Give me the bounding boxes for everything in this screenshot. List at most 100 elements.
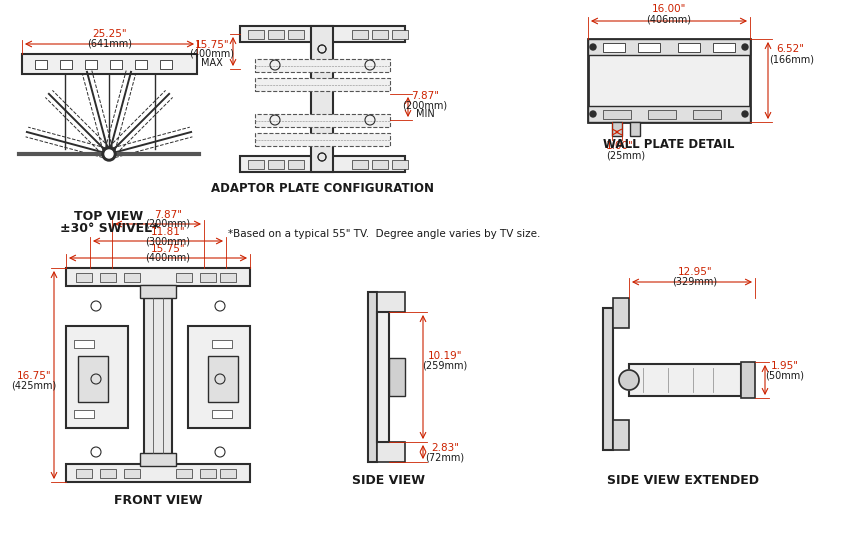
Text: 11.81": 11.81" [150,227,186,237]
Circle shape [105,150,113,158]
Text: ADAPTOR PLATE CONFIGURATION: ADAPTOR PLATE CONFIGURATION [210,182,433,195]
Bar [613,420,629,450]
Bar [352,160,368,169]
Text: (406mm): (406mm) [646,14,692,24]
Bar [188,326,250,428]
Text: (25mm): (25mm) [606,151,646,161]
Bar [392,30,408,39]
Bar [678,43,700,52]
Text: 12.95": 12.95" [678,267,712,277]
Text: (50mm): (50mm) [765,371,805,381]
Bar [255,59,390,72]
Bar [85,60,97,69]
Bar [713,43,735,52]
Text: (259mm): (259mm) [422,360,468,370]
Circle shape [590,111,596,117]
Bar [35,60,47,69]
Bar [268,160,284,169]
Bar [630,122,640,136]
Bar [248,160,264,169]
Text: MIN: MIN [416,109,434,119]
Text: MAX: MAX [201,58,223,68]
Bar [603,43,625,52]
Text: (166mm): (166mm) [770,54,815,64]
Text: 10.19": 10.19" [428,351,463,361]
Bar [74,340,94,348]
Bar [603,308,613,450]
Text: 16.75": 16.75" [17,371,51,381]
Bar [612,122,622,136]
Text: (200mm): (200mm) [145,219,191,229]
Bar [288,160,304,169]
Bar [741,362,755,398]
Bar [76,273,92,282]
Bar [176,273,192,282]
Text: (200mm): (200mm) [403,100,447,110]
Bar [255,133,390,146]
Bar [629,364,741,396]
Bar [603,110,631,119]
Bar [144,286,172,464]
Bar [200,273,216,282]
Bar [372,30,388,39]
Text: SIDE VIEW EXTENDED: SIDE VIEW EXTENDED [607,473,759,486]
Bar [22,54,197,74]
Bar [160,60,172,69]
Text: FRONT VIEW: FRONT VIEW [114,493,203,506]
Bar [248,30,264,39]
Bar [140,453,176,466]
Text: WALL PLATE DETAIL: WALL PLATE DETAIL [604,138,734,151]
Text: (425mm): (425mm) [11,381,56,391]
Bar [66,326,128,428]
Text: 15.75": 15.75" [150,244,186,254]
Bar [588,39,750,122]
Bar [200,469,216,478]
Text: 15.75": 15.75" [195,40,229,50]
Circle shape [102,147,116,161]
Bar [389,358,405,396]
Bar [377,442,405,462]
Text: ±30° SWIVEL*: ±30° SWIVEL* [60,222,158,236]
Text: (300mm): (300mm) [145,236,191,246]
Text: (329mm): (329mm) [672,276,717,286]
Bar [176,469,192,478]
Bar [220,273,236,282]
Bar [124,469,140,478]
Bar [392,160,408,169]
Text: *Based on a typical 55" TV.  Degree angle varies by TV size.: *Based on a typical 55" TV. Degree angle… [228,229,540,239]
Text: 7.87": 7.87" [154,210,182,220]
Circle shape [590,44,596,50]
Bar [268,30,284,39]
Bar [124,273,140,282]
Bar [693,110,721,119]
Bar [66,464,250,482]
Circle shape [742,111,748,117]
Bar [212,410,232,418]
Text: (641mm): (641mm) [87,39,132,49]
Text: (400mm): (400mm) [190,49,234,59]
Text: (72mm): (72mm) [426,452,464,462]
Bar [110,60,122,69]
Text: 1.95": 1.95" [771,361,799,371]
Text: 1.00": 1.00" [606,141,634,151]
Bar [74,410,94,418]
Bar [372,160,388,169]
Bar [255,114,390,127]
Bar [352,30,368,39]
Text: (400mm): (400mm) [145,253,191,263]
Bar [638,43,660,52]
Bar [368,292,377,462]
Text: 6.52": 6.52" [776,44,804,54]
Bar [212,340,232,348]
Text: TOP VIEW: TOP VIEW [74,209,144,222]
Bar [588,106,750,122]
Bar [60,60,72,69]
Text: 7.87": 7.87" [411,91,439,101]
Bar [78,356,108,402]
Bar [220,469,236,478]
Bar [240,26,405,42]
Circle shape [619,370,639,390]
Bar [76,469,92,478]
Bar [66,268,250,286]
Bar [588,39,750,55]
